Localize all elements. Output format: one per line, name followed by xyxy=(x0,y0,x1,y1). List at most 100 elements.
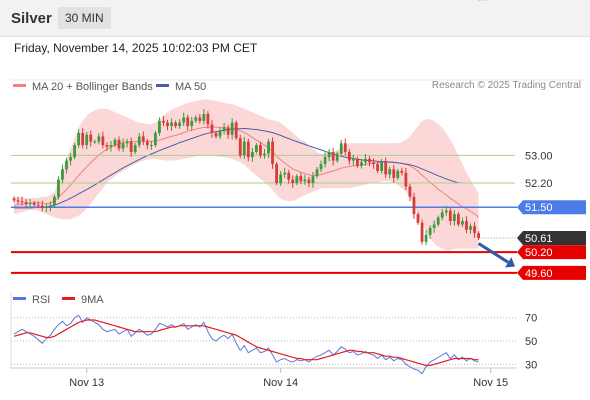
candle-body xyxy=(404,172,408,187)
resistance-label-53.00: 53.00 xyxy=(525,150,553,162)
rsi-panel: RSI 9MA 70 50 30 xyxy=(11,294,537,375)
candle-body xyxy=(24,202,28,204)
pivot-tag xyxy=(517,200,586,215)
candle-body xyxy=(279,174,283,184)
support-label-49.60: 49.60 xyxy=(525,268,553,280)
candle-body xyxy=(388,169,392,175)
candle-body xyxy=(162,120,165,123)
candle-body xyxy=(291,179,295,184)
candle-body xyxy=(465,221,468,230)
legend-label-rsi: RSI xyxy=(32,294,50,306)
candle-body xyxy=(182,117,186,123)
rsi-ma-line xyxy=(13,319,479,367)
support-label-50.20: 50.20 xyxy=(525,247,553,259)
candle-body xyxy=(69,157,72,161)
legend-label-ma50: MA 50 xyxy=(175,81,206,93)
candle-body xyxy=(93,141,97,143)
candle-body xyxy=(154,132,157,146)
rsi-tick-50: 50 xyxy=(525,336,537,348)
legend-swatch-ma50 xyxy=(156,84,169,87)
copyright-label: Research © 2025 Trading Central xyxy=(431,80,581,91)
candle-body xyxy=(48,205,52,207)
candle-body xyxy=(242,141,246,156)
candle-body xyxy=(339,143,343,154)
candle-body xyxy=(469,226,472,230)
bollinger-bands xyxy=(14,99,479,251)
candle-body xyxy=(16,200,20,202)
rsi-line xyxy=(13,314,479,375)
candle-body xyxy=(57,179,60,197)
candle-body xyxy=(109,145,113,147)
candle-body xyxy=(113,139,117,146)
candle-body xyxy=(420,222,424,242)
candle-body xyxy=(303,179,307,182)
candle-body xyxy=(360,162,363,166)
candle-body xyxy=(133,145,137,152)
candle-body xyxy=(194,117,198,121)
x-tick-label: Nov 13 xyxy=(69,377,104,389)
candle-body xyxy=(457,214,460,225)
candle-body xyxy=(347,151,351,161)
candle-body xyxy=(428,227,432,235)
candle-body xyxy=(129,141,133,152)
candle-body xyxy=(121,143,125,149)
candle-body xyxy=(222,127,226,132)
ma50-line xyxy=(14,127,463,209)
candle-body xyxy=(202,113,206,121)
candle-body xyxy=(400,170,404,173)
candle-body xyxy=(440,212,444,218)
candle-body xyxy=(271,141,274,165)
x-axis: Nov 13 Nov 14 Nov 15 xyxy=(69,368,508,389)
candle-body xyxy=(343,143,347,152)
candle-body xyxy=(331,151,335,161)
support-tag-49.60 xyxy=(517,265,586,280)
candle-body xyxy=(32,203,36,205)
candles xyxy=(12,109,480,246)
candle-body xyxy=(214,132,218,137)
legend-swatch-9ma xyxy=(62,297,75,300)
candle-body xyxy=(432,224,436,228)
candle-body xyxy=(412,196,416,215)
candle-body xyxy=(40,205,44,208)
candle-body xyxy=(259,145,262,156)
candle-body xyxy=(315,169,319,177)
candle-body xyxy=(408,186,412,197)
candle-body xyxy=(351,158,355,161)
candle-body xyxy=(396,170,400,178)
legend-swatch-rsi xyxy=(13,297,26,300)
instrument-title: Silver xyxy=(11,10,52,27)
candle-body xyxy=(380,162,384,171)
candle-body xyxy=(444,210,448,213)
candle-body xyxy=(238,138,242,156)
candle-body xyxy=(166,122,169,127)
candle-body xyxy=(230,122,234,135)
candle-body xyxy=(307,179,311,184)
candle-body xyxy=(234,122,238,139)
candle-body xyxy=(295,176,299,184)
candle-body xyxy=(287,172,291,180)
candle-body xyxy=(190,120,194,127)
candle-body xyxy=(246,141,250,158)
candle-body xyxy=(36,204,40,206)
timeframe-badge[interactable]: 30 MIN xyxy=(58,7,111,29)
candle-body xyxy=(89,134,93,142)
candle-body xyxy=(178,122,182,127)
datetime-label: Friday, November 14, 2025 10:02:03 PM CE… xyxy=(14,41,258,55)
candle-body xyxy=(376,164,379,171)
candle-body xyxy=(283,172,287,175)
annotations xyxy=(477,242,515,268)
moving-averages xyxy=(13,126,479,218)
candle-body xyxy=(12,198,16,201)
candle-body xyxy=(125,141,129,144)
candle-body xyxy=(424,234,428,242)
candle-body xyxy=(263,153,266,156)
candle-body xyxy=(267,141,270,154)
pivot-label: 51.50 xyxy=(525,202,553,214)
candle-body xyxy=(44,206,48,208)
candle-body xyxy=(356,158,359,166)
candle-body xyxy=(275,164,278,184)
legend-label-9ma: 9MA xyxy=(81,294,104,306)
candle-body xyxy=(186,117,190,127)
level-labels: 53.00 52.20 51.50 50.61 50.20 49.60 xyxy=(517,150,586,280)
